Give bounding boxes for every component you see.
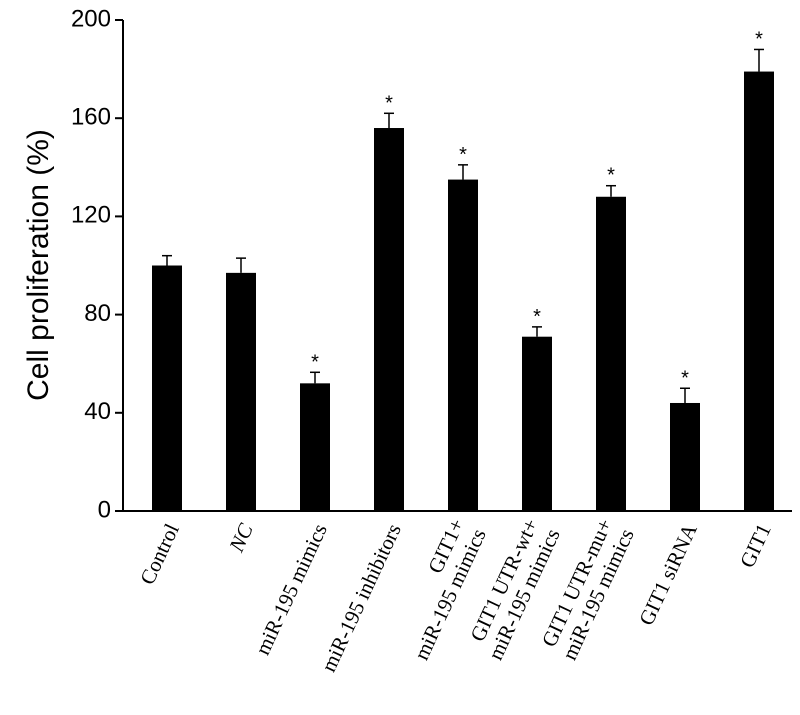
significance-mark: * [311,351,319,373]
bar [300,383,330,511]
error-bar [162,254,172,266]
bar [374,128,404,511]
error-bar [532,326,542,337]
y-axis-label: Cell proliferation (%) [22,129,55,401]
error-bar [606,184,616,197]
y-tick-label: 160 [71,104,111,131]
bar [152,265,182,511]
significance-mark: * [681,367,689,389]
bar [448,179,478,511]
x-tick-label: GIT1 [735,520,776,571]
significance-mark: * [607,165,615,187]
error-bar [754,48,764,72]
x-tick-label-line: miR-195 mimics [250,520,332,659]
error-bar [384,112,394,129]
error-bar [680,387,690,403]
significance-mark: * [755,28,763,50]
x-tick-label-line: GIT1 [735,520,776,571]
error-bar [236,257,246,273]
bar [670,402,700,511]
x-tick-label-line: miR-195 inhibitors [316,520,406,676]
y-tick-label: 40 [84,398,111,425]
y-tick-label: 80 [84,300,111,327]
error-bar [458,164,468,180]
significance-mark: * [459,144,467,166]
bar [744,71,774,512]
bar [596,196,626,511]
significance-mark: * [385,92,393,114]
y-tick-label: 0 [98,496,111,523]
y-tick-label: 120 [71,202,111,229]
x-tick-label: GIT1 siRNA [634,519,702,629]
x-tick-label: Control [135,520,184,588]
error-bar [310,371,320,384]
x-tick-label-line: NC [224,519,258,556]
x-tick-label: NC [224,519,258,556]
x-tick-label-line: Control [135,520,184,588]
y-tick-label: 200 [71,5,111,32]
x-tick-label: GIT1+miR-195 mimics [387,515,490,664]
bar [522,336,552,511]
bar [226,272,256,511]
x-tick-label-line: GIT1 siRNA [634,519,702,629]
significance-mark: * [533,306,541,328]
x-tick-label: miR-195 inhibitors [316,520,406,676]
x-tick-label: miR-195 mimics [250,520,332,659]
